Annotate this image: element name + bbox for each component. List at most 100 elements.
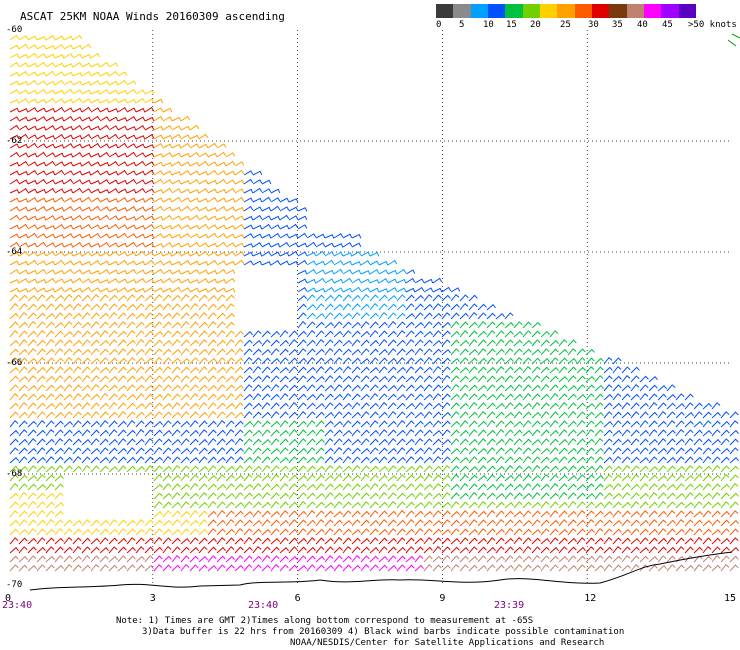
wind-barb [81, 321, 91, 329]
wind-barb [297, 385, 307, 392]
wind-barb [684, 456, 694, 464]
wind-barb [495, 384, 505, 392]
wind-barb [288, 223, 299, 230]
wind-barb [180, 134, 191, 140]
wind-barb [108, 466, 118, 473]
wind-barb [288, 501, 298, 509]
wind-barb [387, 375, 397, 383]
longitude-label: 9 [439, 593, 446, 604]
wind-barb [675, 456, 685, 464]
wind-barb [72, 269, 83, 275]
wind-barb [261, 447, 271, 455]
wind-barb [414, 278, 425, 284]
wind-barb [36, 384, 46, 392]
wind-barb [414, 555, 424, 563]
wind-barb [18, 556, 28, 563]
wind-barb [36, 474, 46, 482]
wind-barb [621, 492, 631, 500]
wind-barb [54, 519, 64, 527]
wind-barb [342, 564, 352, 572]
wind-barb [396, 287, 407, 293]
wind-barb [612, 501, 622, 509]
wind-barb [117, 537, 127, 545]
wind-barb [243, 474, 253, 482]
wind-barb [675, 429, 685, 437]
wind-barb [468, 519, 478, 527]
wind-barb [90, 115, 101, 122]
wind-barb [567, 429, 577, 437]
wind-barb [180, 538, 190, 545]
wind-barb [315, 375, 325, 383]
wind-barb [90, 438, 100, 446]
wind-barb [198, 466, 208, 473]
wind-barb [306, 394, 316, 401]
wind-barb [36, 366, 46, 374]
wind-barb [54, 348, 64, 356]
wind-barb [153, 483, 163, 491]
wind-barb [369, 330, 379, 338]
wind-barb [549, 429, 559, 437]
wind-barb [216, 465, 226, 473]
wind-barb [702, 501, 712, 509]
wind-barb [621, 439, 631, 446]
wind-barb [378, 466, 388, 473]
wind-barb [369, 251, 380, 257]
wind-barb [666, 501, 676, 509]
wind-barb [468, 447, 478, 455]
wind-barb [171, 555, 181, 563]
wind-barb [279, 457, 289, 464]
wind-barb [720, 474, 730, 482]
wind-barb [207, 501, 217, 509]
wind-barb [126, 555, 136, 563]
wind-barb [279, 241, 290, 248]
wind-barb [189, 287, 200, 293]
wind-barb [261, 339, 271, 347]
wind-barb [423, 564, 433, 572]
wind-barb [117, 179, 128, 185]
wind-barb [90, 215, 101, 221]
wind-barb [567, 565, 577, 572]
wind-barb [324, 519, 334, 527]
wind-barb [342, 546, 352, 554]
wind-barb [270, 339, 280, 347]
wind-barb [513, 366, 523, 374]
wind-barb [324, 537, 334, 545]
wind-barb [522, 348, 532, 356]
wind-barb [216, 143, 227, 149]
wind-barb [270, 528, 280, 536]
wind-barb [63, 564, 73, 572]
wind-barb [9, 116, 20, 122]
wind-barb [720, 564, 730, 572]
wind-barb [441, 402, 451, 410]
wind-barb [162, 143, 173, 149]
wind-barb [243, 519, 253, 527]
wind-barb [360, 546, 370, 554]
wind-barb [207, 269, 218, 275]
wind-barb [9, 411, 19, 419]
wind-barb [234, 429, 244, 437]
wind-barb [558, 519, 568, 527]
wind-barb [450, 287, 461, 293]
wind-barb [540, 438, 550, 446]
wind-barb [522, 384, 532, 392]
wind-barb [693, 501, 703, 509]
wind-barb [468, 402, 478, 410]
wind-barb [81, 269, 92, 275]
wind-barb [405, 528, 415, 536]
wind-barb [558, 420, 568, 428]
wind-barb [522, 474, 532, 482]
wind-barb [648, 501, 658, 509]
wind-barb [135, 170, 146, 176]
wind-barb [117, 402, 127, 410]
wind-barb [378, 260, 389, 266]
wind-barb [729, 564, 739, 572]
wind-barb [153, 278, 164, 284]
wind-barb [225, 564, 235, 572]
wind-barb [468, 330, 478, 338]
wind-barb [603, 384, 613, 392]
wind-barb [729, 501, 739, 509]
wind-barb [360, 474, 370, 482]
wind-barb [360, 278, 371, 284]
wind-barb [414, 303, 424, 311]
wind-barb [450, 483, 460, 491]
